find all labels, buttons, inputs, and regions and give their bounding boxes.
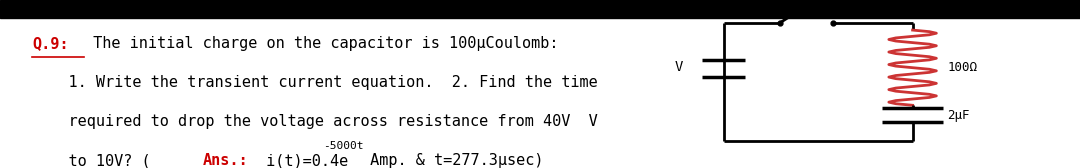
- Text: V: V: [675, 60, 684, 74]
- Text: Ans.:: Ans.:: [203, 153, 248, 168]
- Text: required to drop the voltage across resistance from 40V  V: required to drop the voltage across resi…: [32, 114, 598, 129]
- Bar: [0, 0, 1080, 18]
- Text: 1. Write the transient current equation.  2. Find the time: 1. Write the transient current equation.…: [32, 75, 598, 90]
- Text: -5000t: -5000t: [323, 141, 363, 151]
- Text: to 10V? (: to 10V? (: [32, 153, 151, 168]
- Text: t=0: t=0: [778, 7, 798, 16]
- Text: i(t)=0.4e: i(t)=0.4e: [257, 153, 348, 168]
- Text: Q.9:: Q.9:: [32, 36, 69, 51]
- Text: Amp. & t=277.3μsec): Amp. & t=277.3μsec): [361, 153, 543, 168]
- Text: The initial charge on the capacitor is 100μCoulomb:: The initial charge on the capacitor is 1…: [84, 36, 558, 51]
- Text: 100Ω: 100Ω: [947, 61, 977, 74]
- Text: 2μF: 2μF: [947, 109, 970, 122]
